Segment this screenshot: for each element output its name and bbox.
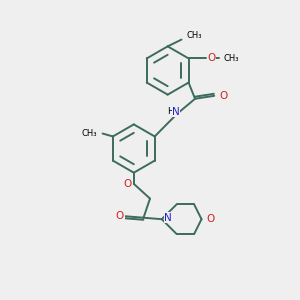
- Text: H: H: [167, 106, 174, 116]
- Text: N: N: [164, 213, 172, 223]
- Text: O: O: [123, 179, 131, 189]
- Text: CH₃: CH₃: [187, 31, 202, 40]
- Text: O: O: [208, 53, 216, 63]
- Text: N: N: [172, 107, 180, 117]
- Text: O: O: [220, 91, 228, 101]
- Text: CH₃: CH₃: [223, 54, 239, 63]
- Text: O: O: [207, 214, 215, 224]
- Text: O: O: [116, 211, 124, 221]
- Text: CH₃: CH₃: [81, 129, 97, 138]
